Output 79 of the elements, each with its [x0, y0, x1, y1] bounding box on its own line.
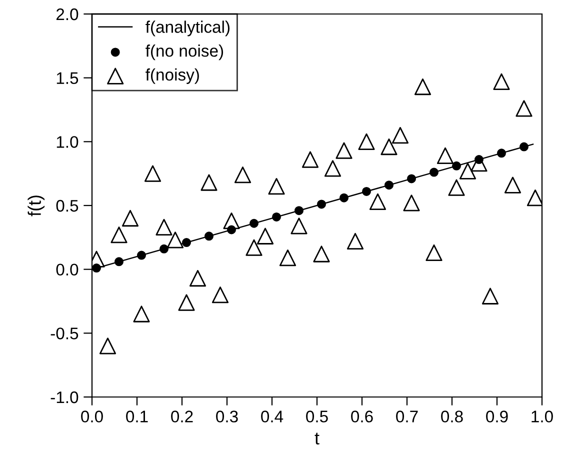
point: [268, 178, 285, 195]
point: [212, 286, 229, 304]
point: [200, 174, 218, 191]
point: [189, 270, 206, 287]
point: [452, 161, 461, 170]
point: [204, 232, 214, 241]
y-tick-label: 2.0: [56, 8, 78, 20]
point: [403, 194, 420, 212]
point: [362, 186, 371, 196]
point: [122, 210, 139, 227]
point: [407, 174, 416, 184]
point: [459, 162, 476, 180]
point: [137, 250, 146, 260]
y-tick-label: -0.5: [50, 328, 78, 340]
y-tick-label: 0.0: [56, 264, 78, 276]
point: [182, 238, 191, 248]
point: [178, 294, 195, 311]
point: [414, 78, 432, 96]
y-tick-label: -1.0: [50, 391, 78, 404]
x-tick-label: 0.9: [486, 410, 508, 422]
point: [526, 190, 542, 206]
x-tick-label: 0.8: [441, 410, 463, 422]
point: [384, 180, 394, 190]
legend-label: f(noisy): [146, 68, 199, 84]
point: [358, 133, 375, 150]
y-tick-label: 1.5: [56, 72, 78, 84]
point: [279, 250, 296, 266]
y-tick-label: 1.0: [56, 136, 78, 148]
x-tick-label: 0.3: [216, 410, 238, 422]
x-tick-label: 0.6: [351, 410, 373, 422]
point: [392, 126, 409, 144]
x-tick-label: 1.0: [532, 410, 553, 422]
point: [166, 232, 184, 248]
x-tick-label: 0.5: [306, 410, 328, 422]
point: [160, 244, 168, 254]
point: [156, 218, 172, 236]
point: [114, 257, 124, 266]
x-tick-label: 0.0: [81, 410, 103, 422]
point: [380, 138, 398, 156]
point: [516, 100, 532, 117]
point: [110, 226, 128, 244]
point: [369, 193, 386, 210]
point: [520, 142, 528, 152]
legend-label: f(analytical): [146, 20, 230, 36]
point: [99, 338, 116, 354]
y-axis-title: f(t): [28, 196, 45, 216]
point: [294, 206, 304, 216]
x-tick-label: 0.4: [261, 410, 284, 422]
point: [497, 148, 506, 158]
point: [430, 168, 438, 177]
point: [302, 151, 319, 168]
point: [92, 264, 101, 273]
point: [324, 160, 342, 177]
point: [448, 179, 465, 196]
point: [133, 306, 150, 322]
x-tick-label: 0.2: [171, 410, 193, 422]
point: [250, 218, 258, 228]
point: [493, 73, 510, 90]
x-axis-title: t: [314, 432, 320, 445]
point: [436, 147, 454, 164]
point: [313, 246, 330, 262]
point: [290, 218, 308, 234]
point: [336, 142, 352, 159]
point: [256, 228, 274, 244]
point: [246, 239, 262, 256]
point: [144, 165, 162, 182]
point: [234, 166, 252, 184]
point: [272, 212, 281, 222]
x-tick-label: 0.1: [126, 410, 148, 422]
x-tick-label: 0.7: [396, 410, 418, 422]
y-tick-label: 0.5: [56, 200, 78, 212]
point: [227, 225, 236, 234]
point: [340, 193, 348, 202]
point: [346, 232, 364, 250]
legend-label: f(no noise): [146, 44, 224, 60]
point: [426, 244, 442, 262]
point: [317, 200, 326, 209]
point: [482, 288, 499, 304]
point: [504, 176, 522, 194]
